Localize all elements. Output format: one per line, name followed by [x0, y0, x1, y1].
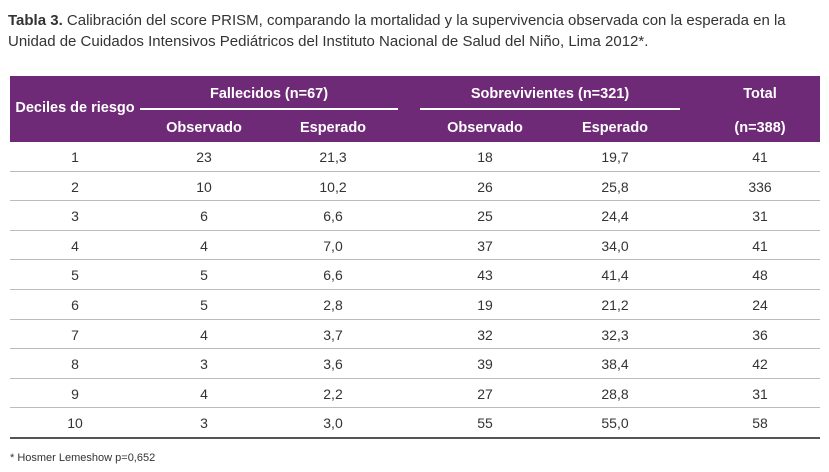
sobrevivientes-esperado-cell: 32,3 [601, 326, 629, 343]
total-cell: 24 [752, 296, 768, 313]
table-footnote: * Hosmer Lemeshow p=0,652 [10, 452, 156, 464]
sobrevivientes-esperado-cell: 28,8 [601, 385, 629, 402]
fallecidos-esperado-cell: 7,0 [323, 237, 343, 254]
total-cell: 36 [752, 326, 768, 343]
total-cell: 31 [752, 208, 768, 225]
table-row: 6 5 2,8 19 21,2 24 [10, 290, 820, 320]
table-caption: Tabla 3. Calibración del score PRISM, co… [8, 10, 820, 52]
table-row: 3 6 6,6 25 24,4 31 [10, 201, 820, 231]
header-deciles: Deciles de riesgo [15, 100, 135, 116]
sobrevivientes-observado-cell: 39 [477, 356, 493, 373]
total-cell: 41 [752, 149, 768, 165]
fallecidos-observado-cell: 23 [196, 149, 212, 165]
total-cell: 31 [752, 385, 768, 402]
fallecidos-esperado-cell: 2,2 [323, 385, 343, 402]
caption-text: Calibración del score PRISM, comparando … [8, 12, 786, 50]
fallecidos-observado-cell: 10 [196, 178, 212, 195]
decil-cell: 1 [71, 149, 79, 165]
fallecidos-observado-cell: 3 [200, 415, 208, 432]
header-sobrevivientes-esperado: Esperado [581, 120, 649, 136]
sobrevivientes-observado-cell: 19 [477, 296, 493, 313]
sobrevivientes-esperado-cell: 41,4 [601, 267, 629, 284]
table-row: 1 23 21,3 18 19,7 41 [10, 142, 820, 172]
fallecidos-esperado-cell: 21,3 [319, 149, 347, 165]
fallecidos-observado-cell: 4 [200, 237, 208, 254]
fallecidos-esperado-cell: 3,6 [323, 356, 343, 373]
fallecidos-rule [140, 108, 398, 110]
sobrevivientes-observado-cell: 32 [477, 326, 493, 343]
table-row: 2 10 10,2 26 25,8 336 [10, 172, 820, 202]
decil-cell: 7 [71, 326, 79, 343]
fallecidos-esperado-cell: 6,6 [323, 267, 343, 284]
total-cell: 41 [752, 237, 768, 254]
total-cell: 42 [752, 356, 768, 373]
sobrevivientes-esperado-cell: 25,8 [601, 178, 629, 195]
sobrevivientes-esperado-cell: 38,4 [601, 356, 629, 373]
sobrevivientes-esperado-cell: 34,0 [601, 237, 629, 254]
total-cell: 58 [752, 415, 768, 432]
sobrevivientes-observado-cell: 18 [477, 149, 493, 165]
fallecidos-esperado-cell: 3,0 [323, 415, 343, 432]
total-cell: 336 [748, 178, 772, 195]
sobrevivientes-esperado-cell: 24,4 [601, 208, 629, 225]
fallecidos-observado-cell: 5 [200, 267, 208, 284]
decil-cell: 8 [71, 356, 79, 373]
decil-cell: 3 [71, 208, 79, 225]
decil-cell: 5 [71, 267, 79, 284]
decil-cell: 4 [71, 237, 79, 254]
fallecidos-esperado-cell: 10,2 [319, 178, 347, 195]
fallecidos-observado-cell: 6 [200, 208, 208, 225]
header-fallecidos-observado: Observado [166, 120, 242, 136]
fallecidos-observado-cell: 5 [200, 296, 208, 313]
sobrevivientes-esperado-cell: 55,0 [601, 415, 629, 432]
sobrevivientes-observado-cell: 26 [477, 178, 493, 195]
header-fallecidos-esperado: Esperado [299, 120, 367, 136]
fallecidos-observado-cell: 3 [200, 356, 208, 373]
header-sobrevivientes-observado: Observado [447, 120, 523, 136]
table-row: 10 3 3,0 55 55,0 58 [10, 408, 820, 439]
decil-cell: 2 [71, 178, 79, 195]
fallecidos-esperado-cell: 2,8 [323, 296, 343, 313]
sobrevivientes-rule [420, 108, 680, 110]
sobrevivientes-observado-cell: 37 [477, 237, 493, 254]
table-label: Tabla 3. [8, 12, 63, 29]
table-body: 1 23 21,3 18 19,7 41 2 10 10,2 26 25,8 3… [10, 142, 820, 439]
sobrevivientes-observado-cell: 27 [477, 385, 493, 402]
table-row: 8 3 3,6 39 38,4 42 [10, 349, 820, 379]
fallecidos-observado-cell: 4 [200, 326, 208, 343]
sobrevivientes-esperado-cell: 19,7 [601, 149, 629, 165]
header-total-n: (n=388) [734, 120, 786, 136]
total-cell: 48 [752, 267, 768, 284]
decil-cell: 9 [71, 385, 79, 402]
calibration-table: Deciles de riesgo Fallecidos (n=67) Sobr… [10, 76, 820, 439]
table-row: 7 4 3,7 32 32,3 36 [10, 320, 820, 350]
sobrevivientes-observado-cell: 25 [477, 208, 493, 225]
table-row: 4 4 7,0 37 34,0 41 [10, 231, 820, 261]
header-sobrevivientes: Sobrevivientes (n=321) [470, 86, 630, 102]
header-fallecidos: Fallecidos (n=67) [209, 86, 329, 102]
fallecidos-esperado-cell: 6,6 [323, 208, 343, 225]
decil-cell: 6 [71, 296, 79, 313]
table-row: 9 4 2,2 27 28,8 31 [10, 379, 820, 409]
header-total: Total [743, 86, 777, 102]
table-row: 5 5 6,6 43 41,4 48 [10, 260, 820, 290]
fallecidos-esperado-cell: 3,7 [323, 326, 343, 343]
sobrevivientes-esperado-cell: 21,2 [601, 296, 629, 313]
fallecidos-observado-cell: 4 [200, 385, 208, 402]
sobrevivientes-observado-cell: 43 [477, 267, 493, 284]
table-header: Deciles de riesgo Fallecidos (n=67) Sobr… [10, 76, 820, 142]
decil-cell: 10 [67, 415, 83, 432]
sobrevivientes-observado-cell: 55 [477, 415, 493, 432]
